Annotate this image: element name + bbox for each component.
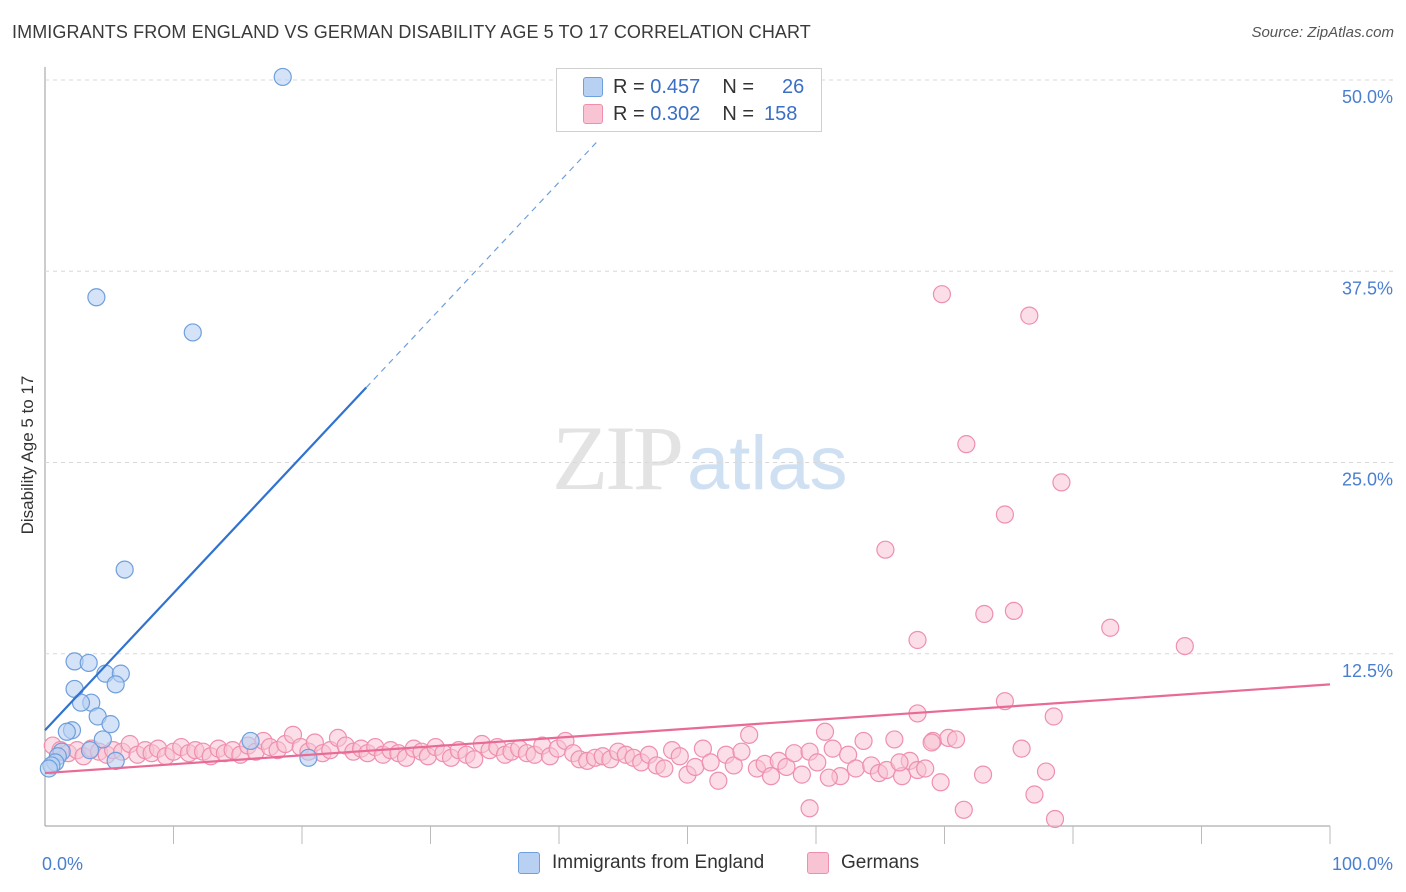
germans-point — [1044, 707, 1063, 726]
germans-point — [465, 750, 484, 769]
germans-point — [954, 800, 973, 819]
germans-point — [732, 742, 751, 761]
germans-point — [701, 753, 720, 772]
germans-point — [973, 765, 993, 784]
germans-point — [761, 767, 781, 786]
germans-point — [876, 540, 895, 559]
germans-point — [1004, 601, 1023, 621]
y-tick-label: 12.5% — [1342, 661, 1393, 681]
germans-point — [1101, 618, 1120, 637]
legend-n-label: N = — [722, 75, 754, 98]
y-tick-label: 50.0% — [1342, 87, 1393, 107]
legend-row-germans: R = 0.302 N = 158 — [557, 100, 797, 128]
germans-point — [932, 285, 952, 304]
x-tick-label: 0.0% — [42, 854, 83, 874]
legend-r-value: 0.302 — [650, 102, 701, 125]
legend-swatch-blue — [583, 77, 603, 97]
germans-point — [777, 757, 796, 777]
england-trendline-extension — [365, 140, 598, 388]
england-point — [57, 722, 76, 741]
england-point — [87, 288, 106, 307]
germans-point — [922, 733, 941, 752]
legend-r-value: 0.457 — [650, 75, 701, 98]
germans-point — [839, 745, 858, 764]
england-point — [115, 560, 134, 579]
bottom-legend-england: Immigrants from England — [518, 852, 764, 874]
england-point — [273, 67, 292, 87]
germans-point — [995, 505, 1014, 524]
germans-point — [823, 739, 842, 758]
legend-n-value: 26 — [782, 75, 805, 98]
germans-point — [808, 753, 827, 772]
england-point — [93, 730, 112, 749]
watermark: ZIPatlas — [552, 405, 848, 511]
germans-point — [686, 757, 705, 777]
germans-point — [908, 630, 927, 650]
england-point — [299, 748, 318, 767]
watermark-atlas: atlas — [687, 421, 848, 506]
germans-point — [1012, 739, 1031, 758]
germans-point — [846, 759, 865, 778]
germans-point — [819, 768, 838, 787]
germans-point — [957, 435, 976, 454]
germans-point — [1052, 473, 1071, 492]
germans-point — [800, 799, 819, 818]
germans-point — [1045, 809, 1065, 829]
chart-title: IMMIGRANTS FROM ENGLAND VS GERMAN DISABI… — [12, 22, 811, 42]
germans-point — [670, 747, 689, 766]
bottom-legend-label: Immigrants from England — [552, 852, 765, 873]
germans-point — [709, 771, 728, 790]
england-point — [79, 653, 98, 673]
y-tick-label: 37.5% — [1342, 278, 1393, 298]
germans-point — [890, 753, 909, 772]
bottom-swatch-blue — [518, 852, 540, 874]
england-trendline — [44, 386, 368, 732]
germans-point — [885, 730, 904, 749]
germans-point — [785, 744, 804, 763]
germans-point — [740, 725, 759, 744]
england-point — [241, 731, 260, 751]
germans-point — [1036, 762, 1056, 781]
germans-point — [975, 604, 994, 624]
legend-r-label: R = — [613, 75, 645, 98]
watermark-zip: ZIP — [552, 407, 684, 509]
bottom-swatch-pink — [807, 852, 829, 874]
england-point — [71, 693, 91, 712]
germans-point — [916, 759, 935, 778]
source-credit: Source: ZipAtlas.com — [1251, 24, 1394, 41]
germans-point — [931, 773, 950, 792]
germans-point — [815, 722, 835, 741]
germans-point — [854, 731, 873, 751]
germans-point — [1175, 636, 1194, 656]
germans-point — [724, 756, 743, 775]
legend-swatch-pink — [583, 104, 603, 124]
correlation-legend: R = 0.457 N = 26 R = 0.302 N = 158 — [556, 68, 822, 132]
england-point — [80, 741, 100, 760]
legend-row-england: R = 0.457 N = 26 — [557, 73, 804, 101]
germans-point — [792, 765, 811, 784]
legend-r-label: R = — [613, 102, 645, 125]
y-tick-label: 25.0% — [1342, 470, 1393, 490]
germans-trendline — [44, 683, 1331, 775]
germans-point — [655, 759, 674, 778]
legend-n-label: N = — [722, 102, 754, 125]
germans-point — [693, 739, 713, 758]
bottom-legend-label: Germans — [841, 852, 920, 873]
england-point — [106, 751, 125, 770]
germans-point — [1020, 306, 1039, 325]
england-point — [106, 675, 125, 694]
bottom-legend-germans: Germans — [807, 852, 919, 874]
germans-point — [946, 730, 966, 749]
x-tick-label: 100.0% — [1332, 854, 1393, 874]
england-point — [183, 323, 202, 342]
england-point — [101, 715, 120, 734]
germans-point — [1025, 785, 1044, 804]
england-point — [39, 759, 58, 778]
legend-n-value: 158 — [764, 102, 798, 125]
